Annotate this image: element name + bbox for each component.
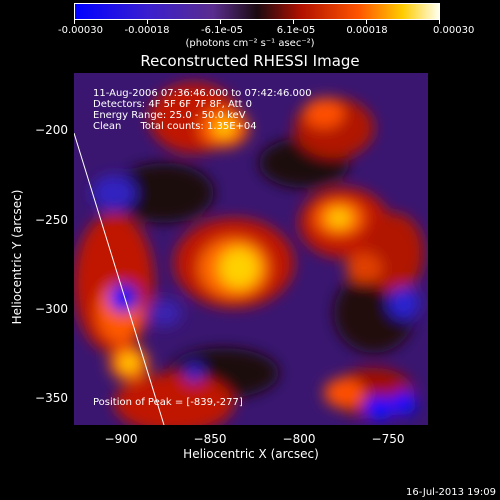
- colorbar-tickmark: [366, 20, 367, 24]
- colorbar-tickmark: [293, 20, 294, 24]
- x-tick-label: −900: [104, 432, 138, 446]
- x-tick-label: −750: [371, 432, 405, 446]
- colorbar-tick-label: -0.00030: [58, 25, 103, 36]
- colorbar: [74, 3, 440, 20]
- detectors-text: Detectors: 4F 5F 6F 7F 8F, Att 0: [93, 99, 253, 110]
- colorbar-tick-label: -6.1e-05: [201, 25, 243, 36]
- x-axis-label: Heliocentric X (arcsec): [183, 447, 319, 461]
- heatmap-plot[interactable]: [74, 73, 428, 425]
- colorbar-tickmark: [147, 20, 148, 24]
- colorbar-tick-label: -0.00018: [124, 25, 170, 36]
- heatmap-blobs: [74, 83, 424, 425]
- peak-position-text: Position of Peak = [-839,-277]: [93, 397, 243, 408]
- energy-range-text: Energy Range: 25.0 - 50.0 keV: [93, 110, 246, 121]
- colorbar-tickmark: [439, 20, 440, 24]
- x-tick-label: −800: [282, 432, 316, 446]
- timestamp-footer: 16-Jul-2013 19:09: [405, 487, 496, 498]
- colorbar-units: (photons cm⁻² s⁻¹ asec⁻²): [185, 38, 315, 49]
- colorbar-tick-label: 0.00030: [433, 25, 475, 36]
- observation-annotation: 11-Aug-2006 07:36:46.000 to 07:42:46.000…: [93, 88, 312, 132]
- plot-title: Reconstructed RHESSI Image: [140, 52, 360, 70]
- colorbar-tickmark: [220, 20, 221, 24]
- y-axis-ticks: −200 −250 −300 −350: [0, 0, 68, 500]
- y-tick-label: −250: [35, 213, 68, 227]
- clean-counts-text: Clean Total counts: 1.35E+04: [93, 121, 257, 132]
- y-tick-label: −200: [35, 123, 68, 137]
- colorbar-tickmark: [74, 20, 75, 24]
- y-tick-label: −300: [35, 302, 68, 316]
- y-axis-label: Heliocentric Y (arcsec): [10, 189, 24, 325]
- time-range-text: 11-Aug-2006 07:36:46.000 to 07:42:46.000: [93, 88, 312, 99]
- x-tick-label: −850: [193, 432, 227, 446]
- y-tick-label: −350: [35, 391, 68, 405]
- colorbar-tick-label: 6.1e-05: [276, 25, 316, 36]
- solar-limb-line: [74, 132, 165, 425]
- colorbar-tick-label: 0.00018: [346, 25, 388, 36]
